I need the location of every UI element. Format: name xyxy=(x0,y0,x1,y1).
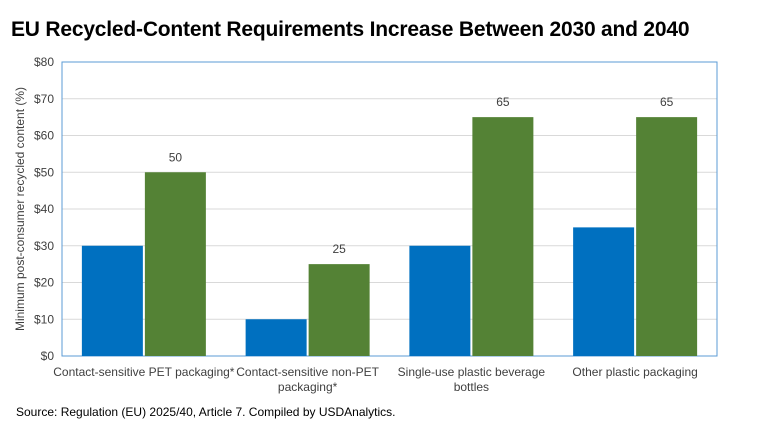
y-tick-label: $40 xyxy=(34,202,54,216)
y-tick-label: $70 xyxy=(34,92,54,106)
y-tick-label: $10 xyxy=(34,312,54,326)
y-axis-tick-labels: $0 $10 $20 $30 $40 $50 $60 $70 $80 xyxy=(34,55,54,363)
data-label: 65 xyxy=(660,95,674,109)
bar xyxy=(245,319,307,356)
y-tick-label: $20 xyxy=(34,276,54,290)
bar xyxy=(308,264,370,356)
data-labels: 50 25 65 65 xyxy=(169,95,674,256)
x-category-label: packaging* xyxy=(278,380,338,394)
y-axis-label: Minimum post-consumer recycled content (… xyxy=(13,87,27,331)
x-category-label: Other plastic packaging xyxy=(572,365,697,379)
bar xyxy=(573,227,635,356)
bar xyxy=(636,117,698,356)
y-tick-label: $80 xyxy=(34,55,54,69)
y-tick-label: $50 xyxy=(34,165,54,179)
x-category-label: Contact-sensitive PET packaging* xyxy=(53,365,235,379)
plot-area-frame xyxy=(61,61,718,357)
data-label: 25 xyxy=(332,242,346,256)
x-category-label: Contact-sensitive non-PET xyxy=(236,365,379,379)
x-axis-category-labels: Contact-sensitive PET packaging* Contact-… xyxy=(53,365,698,394)
y-tick-label: $60 xyxy=(34,129,54,143)
y-tick-label: $0 xyxy=(41,349,55,363)
bar xyxy=(472,117,534,356)
x-category-label: bottles xyxy=(454,380,489,394)
y-tick-label: $30 xyxy=(34,239,54,253)
bars xyxy=(81,117,698,356)
bar xyxy=(409,245,471,356)
data-label: 65 xyxy=(496,95,510,109)
x-category-label: Single-use plastic beverage xyxy=(398,365,546,379)
bar xyxy=(81,245,143,356)
bar xyxy=(144,172,206,356)
chart-title: EU Recycled-Content Requirements Increas… xyxy=(11,18,690,41)
source-note: Source: Regulation (EU) 2025/40, Article… xyxy=(16,405,396,419)
data-label: 50 xyxy=(169,150,183,164)
